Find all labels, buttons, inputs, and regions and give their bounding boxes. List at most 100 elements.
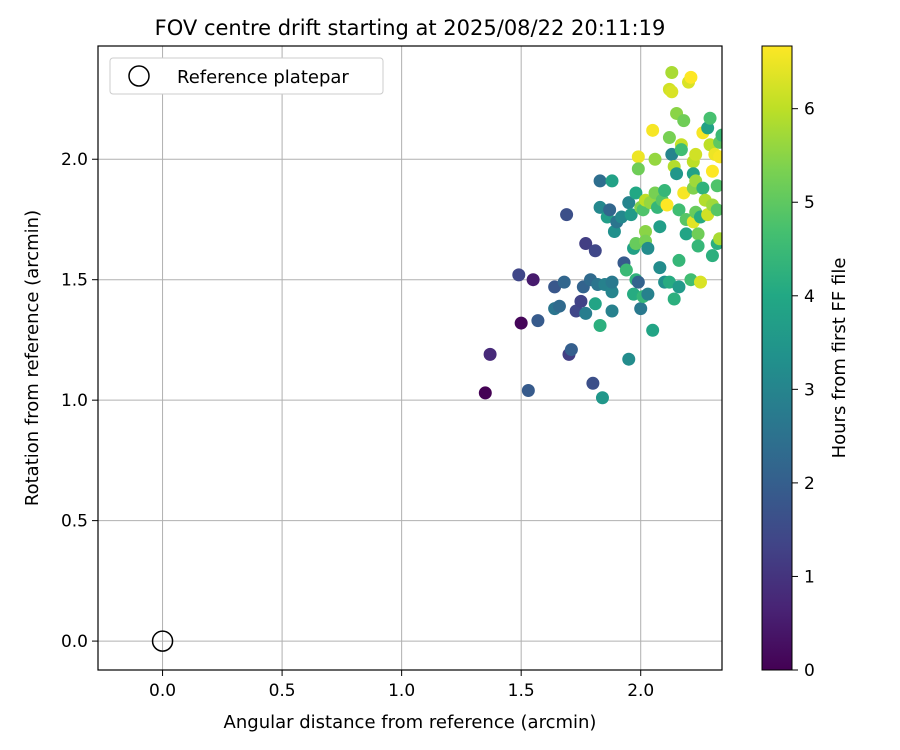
- data-point: [705, 164, 719, 178]
- data-point: [648, 152, 662, 166]
- data-point: [548, 280, 562, 294]
- data-point: [579, 306, 593, 320]
- data-point: [631, 162, 645, 176]
- data-point: [646, 323, 660, 337]
- data-point: [641, 241, 655, 255]
- data-point: [564, 343, 578, 357]
- grid-lines: [98, 46, 722, 670]
- colorbar-tick-label: 6: [804, 100, 815, 120]
- data-point: [605, 304, 619, 318]
- colorbar-tick-label: 1: [804, 567, 815, 587]
- data-point: [665, 85, 679, 99]
- data-point: [521, 384, 535, 398]
- x-axis-label: Angular distance from reference (arcmin): [224, 712, 597, 733]
- data-point: [689, 147, 703, 161]
- colorbar-tick-label: 5: [804, 193, 815, 213]
- data-point: [670, 167, 684, 181]
- colorbar-tick-label: 0: [804, 661, 815, 681]
- data-point: [483, 347, 497, 361]
- colorbar-ticks: 0 1 2 3 4 5 6: [792, 100, 815, 681]
- data-point: [622, 352, 636, 366]
- data-point: [634, 302, 648, 316]
- data-point: [526, 273, 540, 287]
- data-point: [658, 184, 672, 198]
- data-point: [677, 186, 691, 200]
- data-point: [691, 227, 705, 241]
- data-point: [629, 186, 643, 200]
- chart-title: FOV centre drift starting at 2025/08/22 …: [155, 16, 666, 40]
- data-point: [710, 179, 722, 193]
- colorbar-gradient: [761, 45, 793, 671]
- data-point: [631, 275, 645, 289]
- data-point: [624, 208, 638, 222]
- data-point: [665, 147, 679, 161]
- colorbar-tick-label: 3: [804, 380, 815, 400]
- x-tick-label: 0.5: [269, 681, 296, 701]
- data-point: [653, 261, 667, 275]
- data-point: [605, 285, 619, 299]
- data-point: [677, 114, 691, 128]
- data-point: [641, 287, 655, 301]
- data-point: [684, 70, 698, 84]
- data-point: [586, 376, 600, 390]
- data-point: [710, 203, 722, 217]
- data-point: [662, 131, 676, 145]
- reference-platepar-marker: [151, 630, 174, 652]
- data-point: [531, 314, 545, 328]
- legend-box: [109, 57, 384, 95]
- colorbar-tick-label: 2: [804, 474, 815, 494]
- data-point: [705, 249, 719, 263]
- y-tick-label: 1.0: [61, 391, 88, 411]
- data-point: [595, 391, 609, 405]
- data-point: [557, 275, 571, 289]
- legend-reference-marker: [128, 65, 150, 87]
- data-point: [574, 294, 588, 308]
- data-point: [605, 275, 619, 289]
- data-point: [672, 280, 686, 294]
- data-point: [579, 237, 593, 251]
- data-point: [674, 143, 688, 157]
- x-tick-label: 2.0: [627, 681, 654, 701]
- data-point: [665, 66, 679, 80]
- x-tick-label: 1.5: [508, 681, 535, 701]
- x-tick-label: 1.0: [388, 681, 415, 701]
- data-point: [713, 150, 722, 164]
- data-point: [593, 318, 607, 332]
- y-tick-label: 0.5: [61, 512, 88, 532]
- colorbar-label: Hours from first FF file: [829, 258, 850, 459]
- x-axis-ticks: 0.0 0.5 1.0 1.5 2.0: [149, 670, 654, 701]
- data-point: [552, 299, 566, 313]
- data-point: [679, 227, 693, 241]
- data-point: [703, 111, 717, 125]
- data-point: [638, 225, 652, 239]
- y-axis-ticks: 0.0 0.5 1.0 1.5 2.0: [61, 150, 98, 652]
- y-tick-label: 2.0: [61, 150, 88, 170]
- colorbar: 0 1 2 3 4 5 6 Hours from first FF file: [761, 45, 850, 681]
- data-point: [588, 297, 602, 311]
- data-point: [701, 208, 715, 222]
- data-point: [514, 316, 528, 330]
- data-point: [653, 220, 667, 234]
- data-point: [593, 174, 607, 188]
- legend: Reference platepar: [109, 57, 384, 95]
- data-point: [672, 203, 686, 217]
- data-point: [713, 232, 722, 246]
- data-point: [478, 386, 492, 400]
- data-point: [693, 275, 707, 289]
- colorbar-tick-label: 4: [804, 287, 815, 307]
- data-point: [512, 268, 526, 282]
- data-point: [622, 196, 636, 210]
- y-tick-label: 0.0: [61, 632, 88, 652]
- data-point: [588, 244, 602, 258]
- data-point: [603, 203, 617, 217]
- data-point: [619, 263, 633, 277]
- plot-frame: [97, 45, 723, 671]
- data-point: [631, 150, 645, 164]
- data-point: [560, 208, 574, 222]
- legend-reference-label: Reference platepar: [177, 67, 349, 88]
- data-point: [667, 292, 681, 306]
- data-point: [646, 123, 660, 137]
- data-point: [715, 128, 722, 142]
- y-axis-label: Rotation from reference (arcmin): [22, 210, 43, 506]
